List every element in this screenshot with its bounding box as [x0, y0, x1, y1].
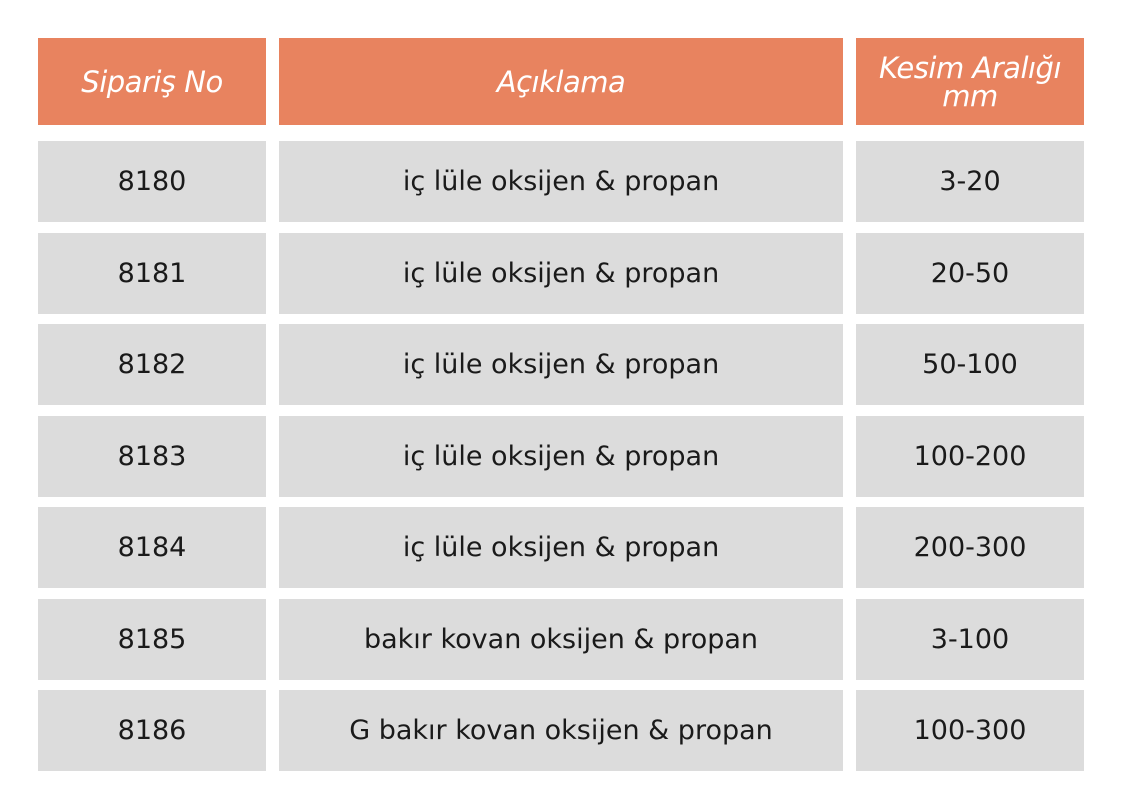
order-no-cell: 8182: [38, 324, 266, 405]
description-cell: iç lüle oksijen & propan: [279, 232, 843, 314]
description-cell: G bakır kovan oksijen & propan: [279, 690, 843, 771]
cut-range-cell: 20-50: [856, 232, 1084, 314]
cut-range-cell: 100-200: [856, 415, 1084, 497]
header-cut-range-label: Kesim Aralığı: [878, 50, 1062, 85]
cut-range-cell: 3-20: [856, 141, 1084, 222]
order-no-cell: 8185: [38, 598, 266, 680]
order-no-cell: 8181: [38, 232, 266, 314]
cut-range-cell: 50-100: [856, 324, 1084, 405]
header-order-no: Sipariş No: [38, 38, 266, 125]
cut-range-cell: 3-100: [856, 598, 1084, 680]
order-no-cell: 8186: [38, 690, 266, 771]
description-cell: iç lüle oksijen & propan: [279, 415, 843, 497]
header-cut-range: Kesim Aralığı mm: [856, 38, 1084, 125]
cut-range-cell: 100-300: [856, 690, 1084, 771]
header-cut-range-unit: mm: [942, 78, 998, 113]
order-no-cell: 8184: [38, 507, 266, 588]
description-cell: bakır kovan oksijen & propan: [279, 598, 843, 680]
order-no-cell: 8183: [38, 415, 266, 497]
header-description: Açıklama: [279, 38, 843, 125]
description-cell: iç lüle oksijen & propan: [279, 507, 843, 588]
order-no-cell: 8180: [38, 141, 266, 222]
description-cell: iç lüle oksijen & propan: [279, 141, 843, 222]
description-cell: iç lüle oksijen & propan: [279, 324, 843, 405]
cut-range-cell: 200-300: [856, 507, 1084, 588]
